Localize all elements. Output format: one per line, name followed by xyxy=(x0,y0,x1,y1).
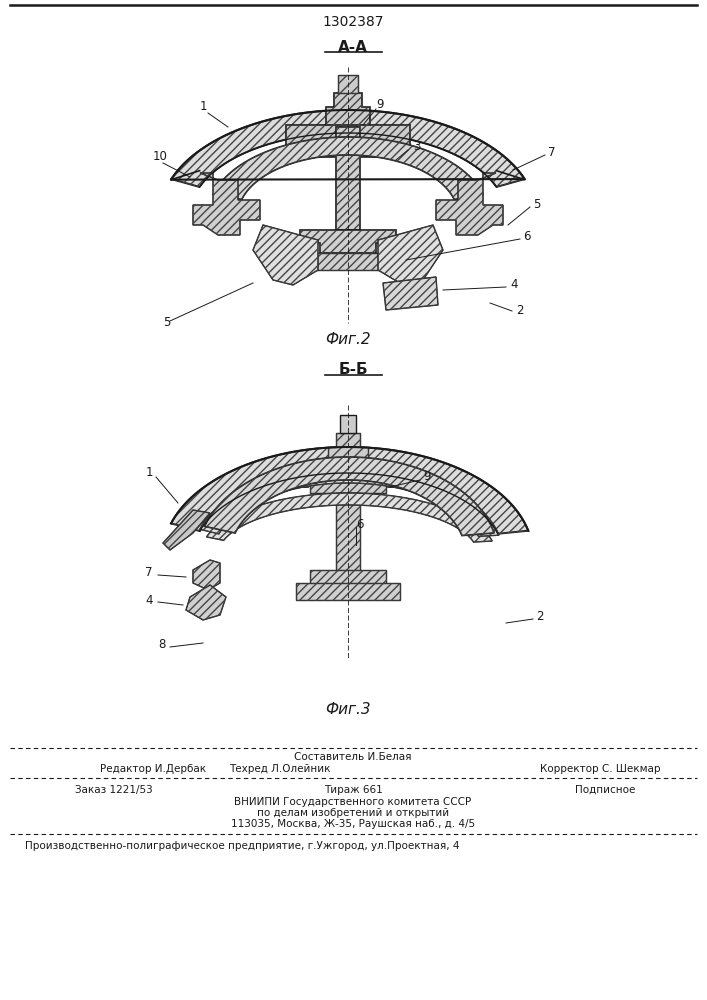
Polygon shape xyxy=(338,75,358,93)
Text: по делам изобретений и открытий: по делам изобретений и открытий xyxy=(257,808,449,818)
Text: 10: 10 xyxy=(153,150,168,163)
Polygon shape xyxy=(300,230,396,253)
Polygon shape xyxy=(200,467,499,536)
Text: 6: 6 xyxy=(523,231,530,243)
Text: 1: 1 xyxy=(146,466,153,480)
Text: 1: 1 xyxy=(199,101,206,113)
Text: 7: 7 xyxy=(146,566,153,580)
Text: 3: 3 xyxy=(413,140,421,153)
Polygon shape xyxy=(378,225,443,285)
Text: Производственно-полиграфическое предприятие, г.Ужгород, ул.Проектная, 4: Производственно-полиграфическое предприя… xyxy=(25,841,460,851)
Text: А-А: А-А xyxy=(338,39,368,54)
Text: Техред Л.Олейник: Техред Л.Олейник xyxy=(229,764,331,774)
Polygon shape xyxy=(171,110,525,187)
Text: Тираж 661: Тираж 661 xyxy=(324,785,382,795)
Polygon shape xyxy=(204,457,494,536)
Polygon shape xyxy=(206,493,492,542)
Text: 6: 6 xyxy=(356,518,363,532)
Text: Составитель И.Белая: Составитель И.Белая xyxy=(294,752,411,762)
Polygon shape xyxy=(326,93,370,125)
Polygon shape xyxy=(253,225,318,285)
Text: ВНИИПИ Государственного комитета СССР: ВНИИПИ Государственного комитета СССР xyxy=(235,797,472,807)
Polygon shape xyxy=(336,493,360,583)
Polygon shape xyxy=(296,253,400,270)
Text: 4: 4 xyxy=(146,593,153,606)
Text: Редактор И.Дербак: Редактор И.Дербак xyxy=(100,764,206,774)
Polygon shape xyxy=(193,560,220,590)
Text: Б-Б: Б-Б xyxy=(338,362,368,377)
Text: 2: 2 xyxy=(536,610,544,624)
Text: 4: 4 xyxy=(510,278,518,292)
Polygon shape xyxy=(436,173,503,235)
Text: 2: 2 xyxy=(516,304,523,316)
Text: 5: 5 xyxy=(533,198,540,212)
Polygon shape xyxy=(163,510,210,550)
Text: 7: 7 xyxy=(548,146,556,159)
Polygon shape xyxy=(186,585,226,620)
Text: 113035, Москва, Ж-35, Раушская наб., д. 4/5: 113035, Москва, Ж-35, Раушская наб., д. … xyxy=(231,819,475,829)
Polygon shape xyxy=(213,137,483,199)
Polygon shape xyxy=(296,583,400,600)
Text: 9: 9 xyxy=(376,99,383,111)
Polygon shape xyxy=(193,173,260,235)
Text: Фиг.2: Фиг.2 xyxy=(325,332,370,348)
Polygon shape xyxy=(171,447,528,534)
Text: Корректор С. Шекмар: Корректор С. Шекмар xyxy=(539,764,660,774)
Polygon shape xyxy=(340,415,356,433)
Polygon shape xyxy=(320,127,376,230)
Text: Заказ 1221/53: Заказ 1221/53 xyxy=(75,785,153,795)
Text: Подписное: Подписное xyxy=(575,785,635,795)
Text: 8: 8 xyxy=(158,639,166,652)
Polygon shape xyxy=(310,477,386,493)
Polygon shape xyxy=(290,465,406,487)
Text: 1302387: 1302387 xyxy=(322,15,384,29)
Text: 9: 9 xyxy=(423,471,431,484)
Text: Фиг.3: Фиг.3 xyxy=(325,702,370,718)
Polygon shape xyxy=(383,277,438,310)
Polygon shape xyxy=(310,570,386,585)
Polygon shape xyxy=(328,433,368,465)
Polygon shape xyxy=(286,125,410,153)
Text: 5: 5 xyxy=(163,316,170,330)
